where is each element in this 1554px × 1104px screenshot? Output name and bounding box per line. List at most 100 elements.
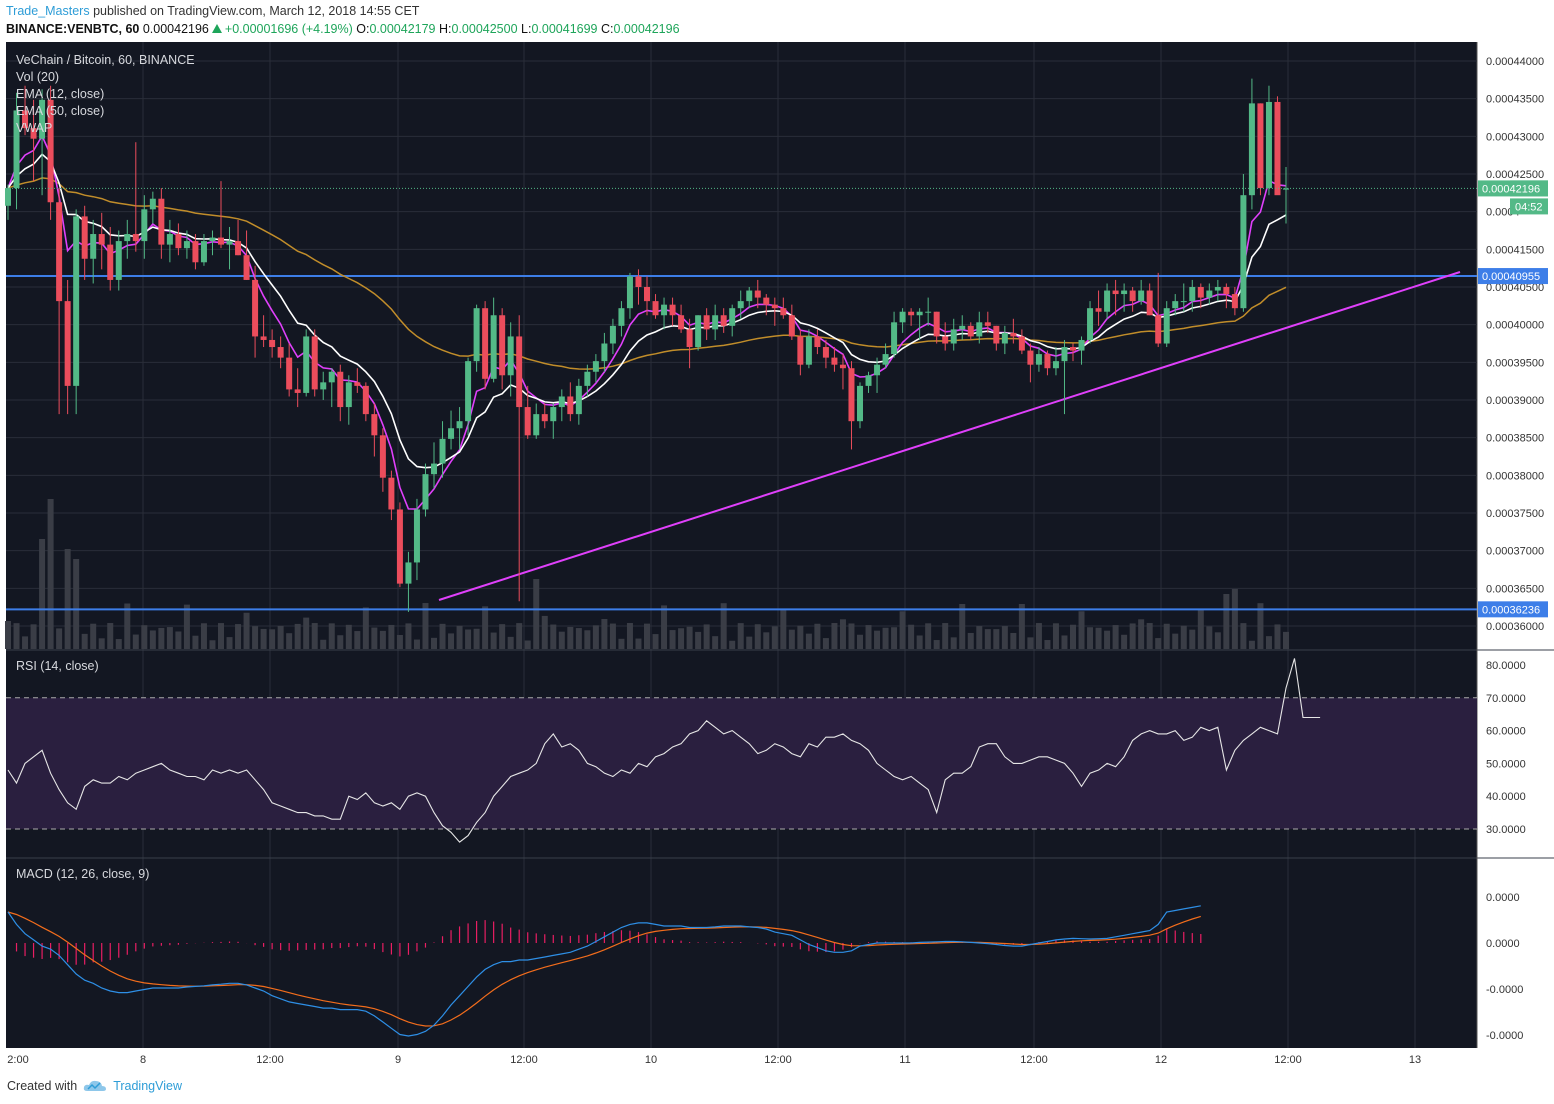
volume-bar [567,626,574,649]
volume-bar [1087,627,1094,649]
chart-canvas[interactable]: 0.00044000 0.00043500 0.00043000 0.00042500… [0,40,1554,1070]
candle-body [405,562,412,584]
volume-bar [746,636,753,649]
volume-bar [311,623,318,649]
volume-bar [81,633,88,649]
candle-body [1197,287,1204,298]
volume-bar [626,623,633,649]
candle-body [908,311,915,316]
candle-body [1138,290,1145,302]
volume-bar [959,603,966,649]
candle-body [609,325,616,344]
volume-bar [371,627,378,649]
volume-bar [558,631,565,649]
time-axis-background [6,1048,1477,1070]
candle-body [439,438,446,464]
volume-bar [737,623,744,649]
candle-body [976,322,983,337]
time-tick-label: 12:00 [1274,1054,1302,1066]
macd-tick-label: -0.0000 [1486,1030,1523,1042]
tradingview-brand-link[interactable]: TradingView [113,1079,182,1093]
open-value: 0.00042179 [369,22,436,36]
candle-body [158,198,165,245]
volume-bar [158,627,165,649]
candle-body [5,188,11,206]
volume-bar [575,628,582,649]
candle-body [626,276,633,309]
volume-bar [857,634,863,649]
volume-bar [908,624,915,649]
time-tick-label: 12:00 [256,1054,284,1066]
candle-body [200,241,207,263]
candle-body [575,385,582,415]
volume-bar [286,633,293,649]
volume-bar [149,630,156,649]
volume-bar [788,629,795,649]
support-trendline [438,271,1461,601]
volume-bar [754,624,761,649]
volume-bar [592,625,599,649]
level-price-tag-text: 0.00036236 [1482,604,1540,616]
rsi-tick-label: 60.0000 [1486,726,1526,738]
candle-body [567,396,574,415]
candle-body [448,428,455,439]
volume-bar [473,628,480,649]
volume-bar [712,636,719,649]
candle-body [1265,101,1272,189]
volume-bar [456,625,463,649]
candle-body [584,371,591,386]
candle-body [388,477,395,510]
candle-body [1248,103,1255,196]
candle-body [1061,347,1068,362]
volume-bar [950,637,957,649]
low-value: 0.00041699 [531,22,598,36]
candle-body [235,241,242,256]
author-link[interactable]: Trade_Masters [6,4,90,18]
volume-bar [39,539,46,649]
candle-body [482,308,489,379]
macd-tick-label: 0.0000 [1486,938,1520,950]
candle-body [541,414,548,422]
volume-bar [345,624,352,649]
candle-body [294,389,301,393]
chart-background [6,42,1477,1070]
candle-body [81,216,88,259]
volume-bar [1070,624,1076,649]
volume-bar [933,640,940,649]
candle-body [703,315,710,330]
legend-title: VeChain / Bitcoin, 60, BINANCE [16,53,195,67]
volume-bar [533,579,540,649]
volume-bar [1146,623,1153,649]
candle-body [1104,290,1111,312]
price-tick-label: 0.00039000 [1486,395,1544,407]
candle-body [209,237,216,242]
volume-bar [942,623,949,649]
candle-body [669,304,676,316]
candle-body [780,308,787,316]
volume-bar [771,626,778,649]
candle-body [473,308,480,362]
candle-body [882,354,889,365]
volume-bar [1257,603,1264,649]
volume-bar [354,631,361,649]
candle-body [413,509,420,563]
candle-body [1223,287,1230,295]
candle-body [805,336,812,365]
rsi-tick-label: 30.0000 [1486,824,1526,836]
legend-vwap: VWAP [16,121,53,135]
volume-bar [1283,631,1289,649]
volume-bar [1035,623,1042,649]
price-tick-label: 0.00040500 [1486,282,1544,294]
candle-body [959,325,966,330]
last-price: 0.00042196 [142,22,209,36]
candle-body [115,241,122,280]
candle-body [763,297,770,305]
candle-body [891,322,898,355]
candle-body [124,234,131,242]
candle-body [516,336,523,408]
candle-body [874,364,881,376]
macd-line [7,905,1201,1037]
volume-bar [1265,636,1272,649]
rsi-tick-label: 40.0000 [1486,791,1526,803]
volume-bar [183,604,190,649]
